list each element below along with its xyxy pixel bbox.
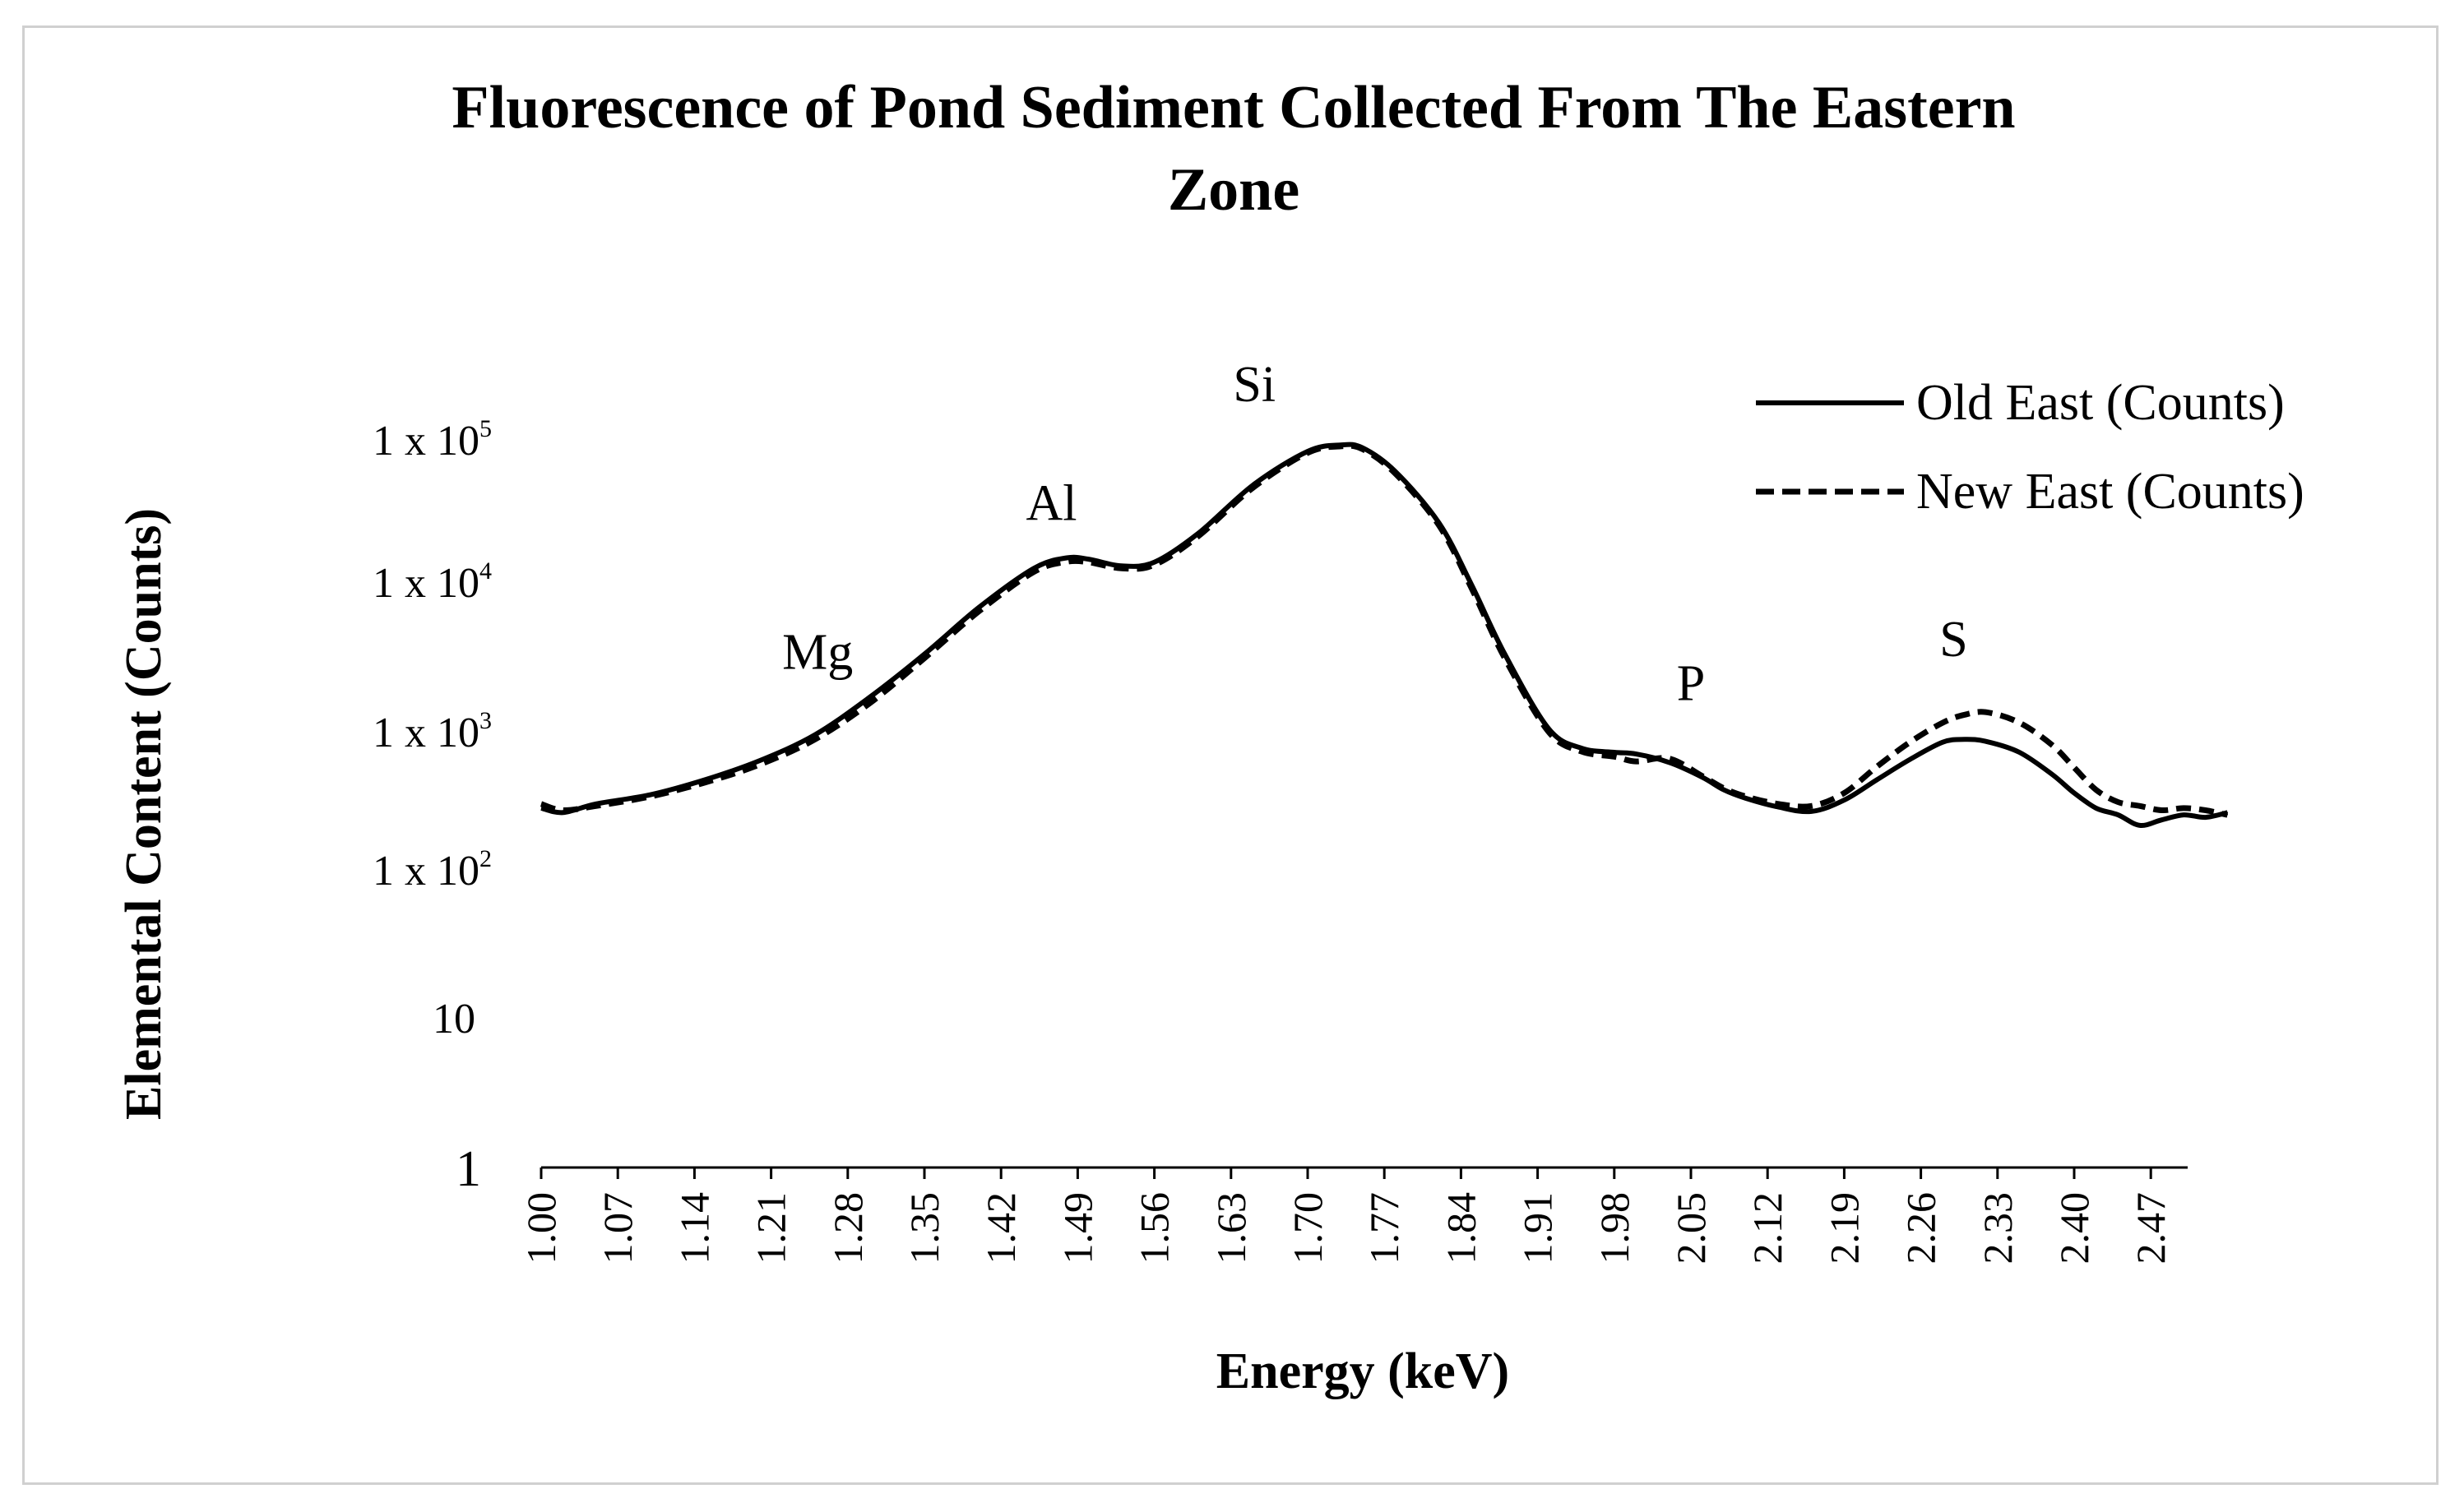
x-tick-label: 2.12: [1744, 1192, 1790, 1265]
x-tick-label: 1.49: [1054, 1192, 1100, 1265]
x-tick-label: 1.70: [1285, 1192, 1331, 1265]
chart-title-line: Zone: [1168, 156, 1299, 224]
chart-title: Fluorescence of Pond Sediment Collected …: [452, 74, 2015, 224]
x-tick-label: 2.05: [1668, 1192, 1714, 1265]
x-tick-label: 1.42: [978, 1192, 1024, 1265]
chart-title-line: Fluorescence of Pond Sediment Collected …: [452, 74, 2015, 141]
x-tick-label: 1.91: [1515, 1192, 1561, 1265]
x-tick-label: 1.63: [1208, 1192, 1254, 1265]
peak-label: Al: [1026, 476, 1077, 532]
y-tick-label: 10: [433, 996, 475, 1043]
x-tick-label: 1.98: [1591, 1192, 1637, 1265]
y-tick-label: 1 x 105: [373, 415, 492, 465]
x-tick-label: 2.19: [1821, 1192, 1867, 1265]
x-tick-label: 2.33: [1975, 1192, 2021, 1265]
y-tick-label: 1 x 104: [373, 557, 492, 607]
series-new-east-line: [540, 442, 2229, 818]
x-tick-label: 1.00: [518, 1192, 564, 1265]
x-tick-label: 1.07: [595, 1192, 641, 1265]
chart-frame: [22, 25, 2439, 1485]
x-tick-label: 2.40: [2051, 1192, 2097, 1265]
y-tick-label: 1 x 103: [373, 707, 492, 756]
x-tick-label: 1.21: [748, 1192, 794, 1265]
y-tick-label: 1 x 102: [373, 845, 492, 895]
x-tick-label: 2.26: [1898, 1192, 1944, 1265]
x-tick-label: 1.14: [671, 1192, 717, 1265]
x-tick-label: 1.56: [1132, 1192, 1178, 1265]
axes: 1.00 1.07 1.14 1.21 1.28 1.35 1.42 1.49 1.56 1.63…: [116, 415, 2188, 1399]
peak-label: S: [1939, 612, 1967, 668]
peak-label: Mg: [782, 625, 853, 681]
x-tick-label: 1.35: [901, 1192, 947, 1265]
legend: Old East (Counts) New East (Counts): [1756, 375, 2304, 520]
legend-label: Old East (Counts): [1916, 375, 2285, 431]
peak-label: P: [1677, 655, 1705, 711]
y-axis-title: Elemental Content (Counts): [116, 508, 172, 1120]
plot-area: Mg Al Si P S: [540, 357, 2229, 828]
x-tick-label: 1.84: [1438, 1192, 1484, 1265]
x-tick-label: 2.47: [2128, 1192, 2174, 1265]
y-tick-label: 1: [456, 1141, 481, 1197]
x-tick-label: 1.77: [1361, 1192, 1407, 1265]
x-tick-label: 1.28: [825, 1192, 871, 1265]
peak-label: Si: [1233, 357, 1276, 413]
legend-label: New East (Counts): [1916, 464, 2304, 520]
x-axis-title: Energy (keV): [1216, 1343, 1509, 1399]
